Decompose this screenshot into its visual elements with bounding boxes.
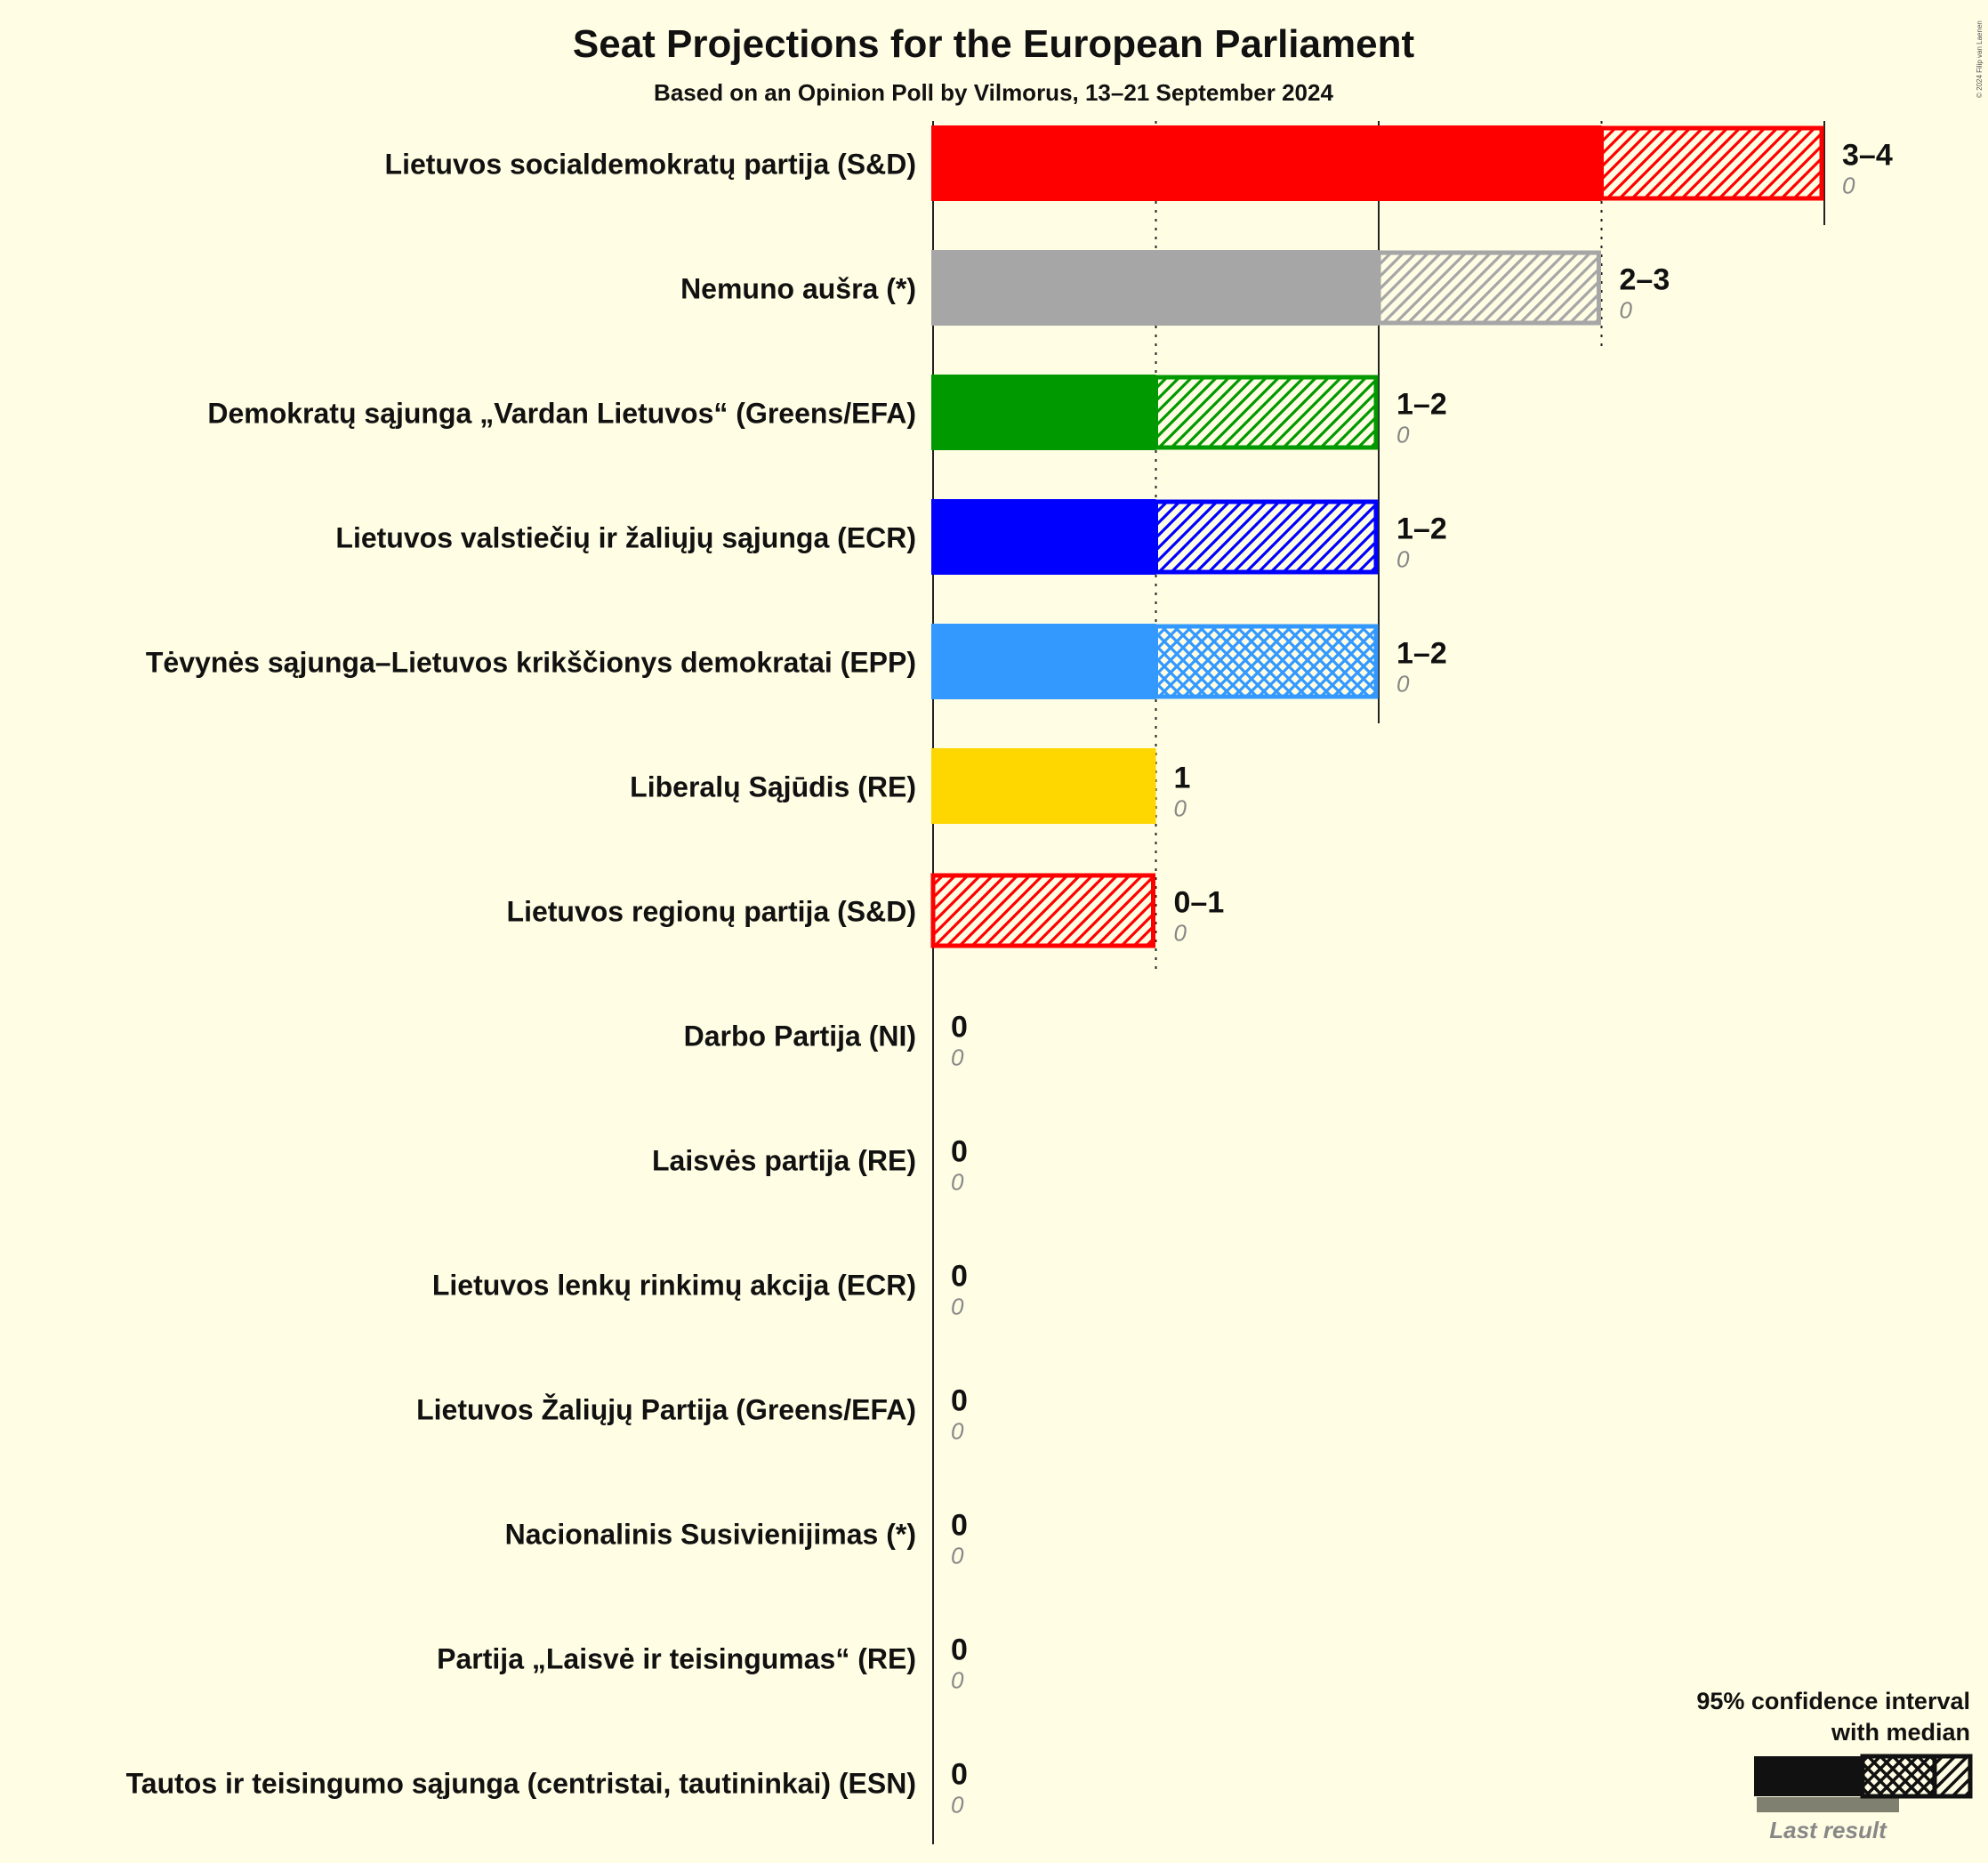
seat-range-label: 1–2	[1396, 388, 1447, 422]
party-row: Lietuvos lenkų rinkimų akcija (ECR) 00	[432, 1260, 968, 1320]
party-row: Tautos ir teisingumo sąjunga (centristai…	[126, 1758, 968, 1819]
legend-title-line2: with median	[1831, 1719, 1970, 1746]
legend-upper-hatch-segment	[1932, 1754, 1973, 1799]
chart-title: Seat Projections for the European Parlia…	[573, 22, 1415, 66]
legend-title-line1: 95% confidence interval	[1696, 1688, 1970, 1714]
last-result-label: 0	[951, 1169, 964, 1196]
bar-solid-segment	[931, 375, 1156, 450]
bar-upper-hatch-segment	[930, 873, 1155, 948]
bar-upper-hatch-segment	[1154, 499, 1379, 575]
party-rows: Lietuvos socialdemokratų partija (S&D) 3–…	[126, 125, 1893, 1819]
last-result-label: 0	[951, 1418, 964, 1445]
seat-range-label: 3–4	[1842, 139, 1893, 173]
copyright-credit: © 2024 Filip van Laenen	[1976, 20, 1984, 98]
party-label: Nacionalinis Susivienijimas (*)	[505, 1519, 916, 1551]
party-label: Lietuvos Žaliųjų Partija (Greens/EFA)	[416, 1394, 916, 1426]
legend-median-crosshatch-segment	[1860, 1754, 1937, 1799]
last-result-label: 0	[951, 1044, 964, 1071]
bar-solid-segment	[931, 748, 1156, 824]
bar-solid-segment	[931, 250, 1379, 326]
party-row: Liberalų Sąjūdis (RE) 10	[630, 748, 1190, 824]
legend-last-result-bar	[1757, 1797, 1899, 1812]
party-label: Lietuvos valstiečių ir žaliųjų sąjunga (…	[335, 522, 916, 554]
bar-solid-segment	[931, 499, 1156, 575]
seat-range-label: 0	[951, 1135, 968, 1169]
seat-range-label: 0	[951, 1384, 968, 1418]
seat-range-label: 2–3	[1620, 263, 1670, 297]
party-row: Partija „Laisvė ir teisingumas“ (RE) 00	[437, 1633, 968, 1694]
party-row: Darbo Partija (NI) 00	[684, 1011, 968, 1071]
party-label: Darbo Partija (NI)	[684, 1020, 916, 1052]
chart-subtitle: Based on an Opinion Poll by Vilmorus, 13…	[654, 79, 1333, 106]
party-label: Lietuvos regionų partija (S&D)	[507, 896, 916, 928]
party-label: Liberalų Sąjūdis (RE)	[630, 771, 916, 803]
last-result-label: 0	[1620, 297, 1633, 324]
last-result-label: 0	[951, 1792, 964, 1819]
bar-upper-hatch-segment	[1154, 375, 1379, 450]
bar-solid-segment	[931, 624, 1156, 699]
party-label: Partija „Laisvė ir teisingumas“ (RE)	[437, 1643, 916, 1675]
last-result-label: 0	[1396, 671, 1410, 698]
party-row: Nacionalinis Susivienijimas (*) 00	[505, 1509, 968, 1569]
bar-median-crosshatch-segment	[1154, 624, 1379, 699]
party-label: Demokratų sąjunga „Vardan Lietuvos“ (Gre…	[207, 398, 916, 430]
party-label: Lietuvos lenkų rinkimų akcija (ECR)	[432, 1270, 916, 1302]
seat-range-label: 0	[951, 1633, 968, 1667]
party-label: Tėvynės sąjunga–Lietuvos krikščionys dem…	[146, 647, 916, 679]
party-row: Lietuvos regionų partija (S&D) 0–10	[507, 873, 1225, 948]
last-result-label: 0	[1396, 422, 1410, 448]
party-row: Nemuno aušra (*) 2–30	[680, 250, 1670, 326]
party-row: Lietuvos Žaliųjų Partija (Greens/EFA) 00	[416, 1384, 968, 1445]
bar-solid-segment	[931, 125, 1602, 201]
last-result-label: 0	[1174, 920, 1187, 947]
party-row: Tėvynės sąjunga–Lietuvos krikščionys dem…	[146, 624, 1447, 699]
legend: 95% confidence interval with median Last…	[1696, 1688, 1973, 1843]
last-result-label: 0	[1174, 795, 1187, 822]
seat-range-label: 1	[1174, 762, 1191, 795]
last-result-label: 0	[1396, 546, 1410, 573]
legend-solid-segment	[1754, 1756, 1863, 1796]
seat-range-label: 0	[951, 1509, 968, 1543]
seat-range-label: 0	[951, 1758, 968, 1792]
party-row: Lietuvos socialdemokratų partija (S&D) 3–…	[385, 125, 1893, 201]
last-result-label: 0	[1842, 173, 1855, 199]
bar-upper-hatch-segment	[1376, 250, 1601, 326]
bar-upper-hatch-segment	[1599, 125, 1824, 201]
seat-range-label: 0–1	[1174, 886, 1225, 920]
party-label: Lietuvos socialdemokratų partija (S&D)	[385, 149, 916, 181]
seat-range-label: 0	[951, 1260, 968, 1294]
party-label: Tautos ir teisingumo sąjunga (centristai…	[126, 1768, 916, 1800]
last-result-label: 0	[951, 1667, 964, 1694]
party-row: Lietuvos valstiečių ir žaliųjų sąjunga (…	[335, 499, 1447, 575]
party-row: Laisvės partija (RE) 00	[652, 1135, 968, 1196]
last-result-label: 0	[951, 1294, 964, 1320]
party-row: Demokratų sąjunga „Vardan Lietuvos“ (Gre…	[207, 375, 1447, 450]
party-label: Nemuno aušra (*)	[680, 273, 916, 305]
legend-last-result-label: Last result	[1769, 1817, 1887, 1843]
last-result-label: 0	[951, 1543, 964, 1569]
seat-range-label: 1–2	[1396, 637, 1447, 671]
seat-range-label: 1–2	[1396, 512, 1447, 546]
seat-range-label: 0	[951, 1011, 968, 1044]
party-label: Laisvės partija (RE)	[652, 1145, 916, 1177]
